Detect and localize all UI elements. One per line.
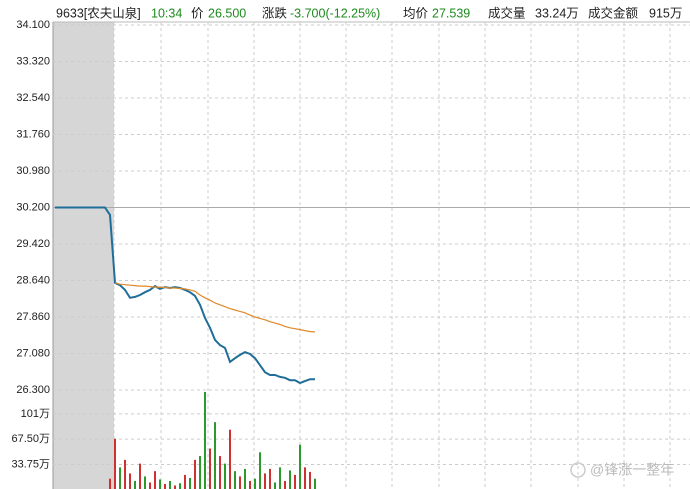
watermark: @锋涨一整年 <box>590 462 674 478</box>
volume-bar <box>169 480 171 489</box>
volume-bar <box>309 471 311 489</box>
y-tick-label: 30.980 <box>16 165 50 177</box>
y-tick-label: 101万 <box>21 408 50 420</box>
volume-bar <box>229 429 231 489</box>
volume-bar <box>139 463 141 489</box>
volume-bar <box>179 483 181 489</box>
y-tick-label: 33.320 <box>16 55 50 67</box>
volume-bar <box>189 477 191 489</box>
volume-bar <box>244 468 246 489</box>
volume-bar <box>284 480 286 489</box>
volume-bar <box>174 485 176 489</box>
volume: 33.24万 <box>535 6 579 20</box>
change-label: 涨跌 <box>262 5 288 20</box>
amount-label: 成交金额 <box>588 5 639 20</box>
volume-bar <box>224 463 226 489</box>
price: 26.500 <box>208 6 246 20</box>
pre-market-shade <box>53 22 114 489</box>
volume-bar <box>254 478 256 489</box>
volume-bar <box>184 474 186 489</box>
watermark-icon <box>570 462 586 478</box>
volume-bar <box>164 483 166 489</box>
volume-bar <box>269 468 271 489</box>
volume-bar <box>134 480 136 489</box>
volume-bar <box>264 473 266 489</box>
y-tick-label: 30.200 <box>16 201 50 213</box>
volume-bar <box>114 438 116 489</box>
amount: 915万 <box>649 6 682 20</box>
volume-bar <box>199 456 201 489</box>
volume-bar <box>249 480 251 489</box>
volume-bar <box>259 452 261 489</box>
y-tick-label: 27.080 <box>16 347 50 359</box>
volume-bar <box>144 476 146 489</box>
time: 10:34 <box>151 6 182 20</box>
volume-bar <box>214 422 216 489</box>
change: -3.700(-12.25%) <box>290 6 380 20</box>
price-line <box>55 206 315 385</box>
volume-bar <box>154 471 156 489</box>
avg-label: 均价 <box>403 6 429 20</box>
volume-bar <box>209 448 211 489</box>
volume-bar <box>279 467 281 489</box>
volume-bar <box>124 459 126 489</box>
volume-bar <box>234 471 236 489</box>
y-tick-label: 32.540 <box>16 92 50 104</box>
volume-bar <box>129 473 131 489</box>
stock-code: 9633[农夫山泉] <box>56 5 141 20</box>
volume-bar <box>314 478 316 489</box>
volume-bar <box>294 474 296 489</box>
volume-bar <box>159 479 161 489</box>
price-label: 价 <box>191 6 204 20</box>
volume-bar <box>239 476 241 489</box>
volume-bar <box>119 467 121 489</box>
volume-bar <box>219 456 221 489</box>
y-tick-label: 33.75万 <box>11 458 50 470</box>
volume-bar <box>274 482 276 489</box>
volume-bar <box>304 467 306 489</box>
volume-bar <box>289 470 291 489</box>
price-line <box>114 282 316 333</box>
volume-bar <box>299 444 301 489</box>
avg: 27.539 <box>432 6 470 20</box>
volume-label: 成交量 <box>488 5 526 20</box>
y-tick-label: 34.100 <box>16 19 50 31</box>
volume-bar <box>149 482 151 489</box>
y-tick-label: 29.420 <box>16 238 50 250</box>
y-tick-label: 31.760 <box>16 128 50 140</box>
volume-bar <box>194 459 196 489</box>
y-tick-label: 67.50万 <box>11 433 50 445</box>
y-tick-label: 28.640 <box>16 274 50 286</box>
volume-bar <box>204 392 206 489</box>
volume-bar <box>109 478 111 489</box>
y-tick-label: 27.860 <box>16 311 50 323</box>
y-tick-label: 26.300 <box>16 384 50 396</box>
